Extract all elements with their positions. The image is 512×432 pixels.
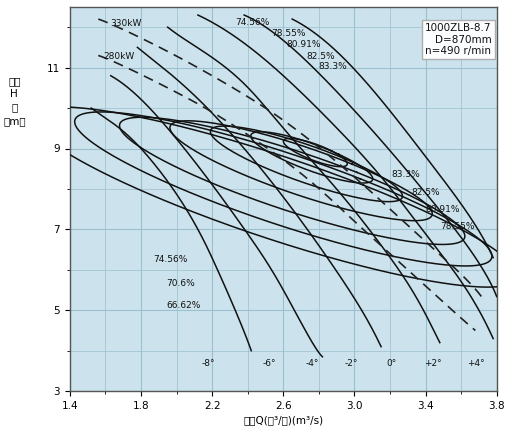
- Text: +4°: +4°: [466, 359, 484, 368]
- Text: 74.56%: 74.56%: [154, 255, 188, 264]
- Text: 70.6%: 70.6%: [166, 280, 195, 289]
- Text: 80.91%: 80.91%: [425, 206, 460, 214]
- Text: -2°: -2°: [344, 359, 357, 368]
- Text: 280kW: 280kW: [103, 52, 135, 61]
- Text: -4°: -4°: [305, 359, 318, 368]
- Text: 83.3%: 83.3%: [392, 170, 420, 179]
- Text: 80.91%: 80.91%: [287, 40, 322, 49]
- Text: 1000ZLB-8.7
D=870mm
n=490 r/min: 1000ZLB-8.7 D=870mm n=490 r/min: [425, 23, 492, 56]
- Text: 78.55%: 78.55%: [440, 222, 474, 231]
- Text: 82.5%: 82.5%: [306, 52, 335, 61]
- Text: 330kW: 330kW: [111, 19, 142, 29]
- Text: +2°: +2°: [424, 359, 441, 368]
- Text: 78.55%: 78.55%: [271, 29, 305, 38]
- Text: -8°: -8°: [202, 359, 216, 368]
- Text: 74.56%: 74.56%: [236, 18, 270, 27]
- Text: -6°: -6°: [262, 359, 276, 368]
- Text: 扬程
H
米
（m）: 扬程 H 米 （m）: [3, 76, 26, 126]
- Text: 66.62%: 66.62%: [166, 301, 200, 310]
- X-axis label: 流量Q(米³/秒)(m³/s): 流量Q(米³/秒)(m³/s): [243, 415, 324, 425]
- Text: 82.5%: 82.5%: [411, 188, 440, 197]
- Text: 0°: 0°: [387, 359, 397, 368]
- Text: 83.3%: 83.3%: [319, 62, 348, 71]
